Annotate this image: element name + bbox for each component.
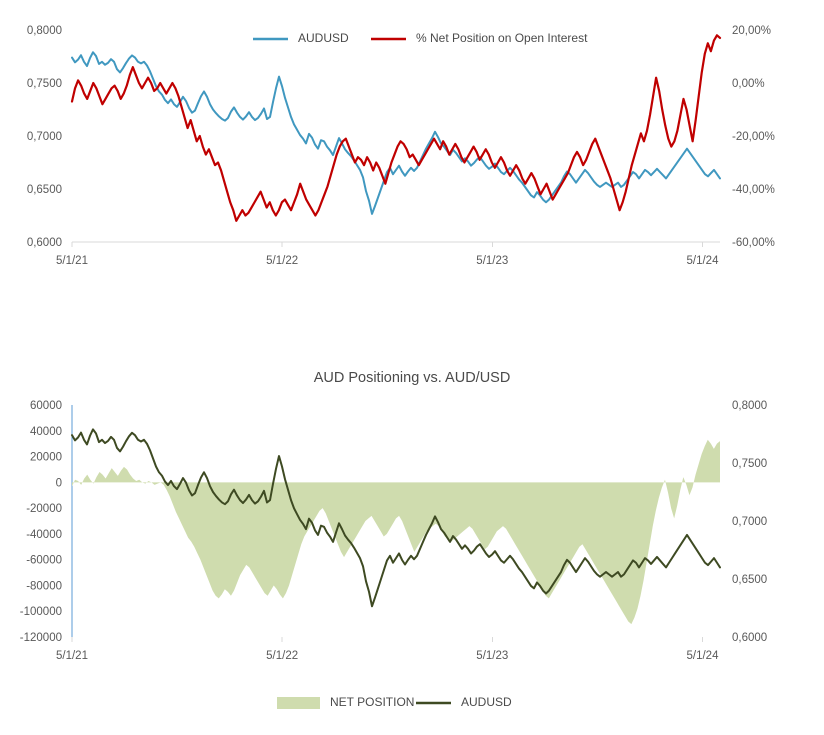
right-axis-tick: -20,00% (732, 131, 775, 143)
right-axis-tick: -60,00% (732, 237, 775, 249)
left-axis-tick: -60000 (26, 555, 62, 567)
legend-label-net-position-percent: % Net Position on Open Interest (416, 31, 588, 45)
x-axis-tick: 5/1/22 (266, 650, 298, 662)
left-axis-tick: -80000 (26, 580, 62, 592)
left-axis-tick: 60000 (30, 400, 62, 412)
right-axis-tick: 0,6500 (732, 574, 767, 586)
x-axis-tick: 5/1/21 (56, 255, 88, 267)
x-axis-tick: 5/1/24 (687, 650, 720, 662)
series-line-audusd (71, 51, 721, 215)
left-axis-tick: 0,7500 (27, 78, 62, 90)
left-axis-tick: -20000 (26, 503, 62, 515)
x-axis-tick: 5/1/23 (476, 255, 508, 267)
legend-label-audusd: AUDUSD (461, 695, 512, 709)
series-line-audusd (71, 428, 721, 608)
right-axis-tick: 20,00% (732, 25, 771, 37)
left-axis-tick: 0,7000 (27, 131, 62, 143)
x-axis-tick: 5/1/23 (476, 650, 508, 662)
left-axis-tick: -100000 (20, 606, 62, 618)
right-axis-tick: 0,7500 (732, 458, 767, 470)
x-axis-tick: 5/1/22 (266, 255, 298, 267)
right-axis-tick: 0,6000 (732, 632, 767, 644)
top-chart-panel: 0,8000 0,7500 0,7000 0,6500 0,6000 20,00% 0,00… (0, 0, 824, 290)
audusd-net-position-percent-chart: 0,8000 0,7500 0,7000 0,6500 0,6000 20,00% 0,00… (27, 25, 775, 267)
left-axis-tick: 0 (56, 477, 62, 489)
legend-label-net-position: NET POSITION (330, 695, 414, 709)
left-axis-tick: -40000 (26, 529, 62, 541)
legend-swatch-net-position (277, 697, 320, 709)
left-axis-tick: 0,6000 (27, 237, 62, 249)
left-axis-tick: 20000 (30, 452, 62, 464)
left-axis-tick: 0,8000 (27, 25, 62, 37)
series-area-net-position (72, 439, 720, 625)
legend: AUDUSD % Net Position on Open Interest (253, 31, 588, 45)
left-axis-tick: 40000 (30, 426, 62, 438)
right-axis-tick: 0,00% (732, 78, 765, 90)
left-axis-tick: -120000 (20, 632, 62, 644)
legend: NET POSITION AUDUSD (277, 695, 512, 709)
left-axis-tick: 0,6500 (27, 184, 62, 196)
right-axis-tick: -40,00% (732, 184, 775, 196)
x-axis-tick: 5/1/21 (56, 650, 88, 662)
legend-label-audusd: AUDUSD (298, 31, 349, 45)
x-axis-tick: 5/1/24 (687, 255, 720, 267)
right-axis-tick: 0,8000 (732, 400, 767, 412)
chart-title: AUD Positioning vs. AUD/USD (314, 370, 511, 386)
aud-positioning-vs-audusd-chart: AUD Positioning vs. AUD/USD 60000 40000 200… (20, 370, 767, 709)
right-axis-tick: 0,7000 (732, 516, 767, 528)
series-line-net-position-percent (70, 34, 722, 222)
bottom-chart-panel: AUD Positioning vs. AUD/USD 60000 40000 200… (0, 350, 824, 735)
